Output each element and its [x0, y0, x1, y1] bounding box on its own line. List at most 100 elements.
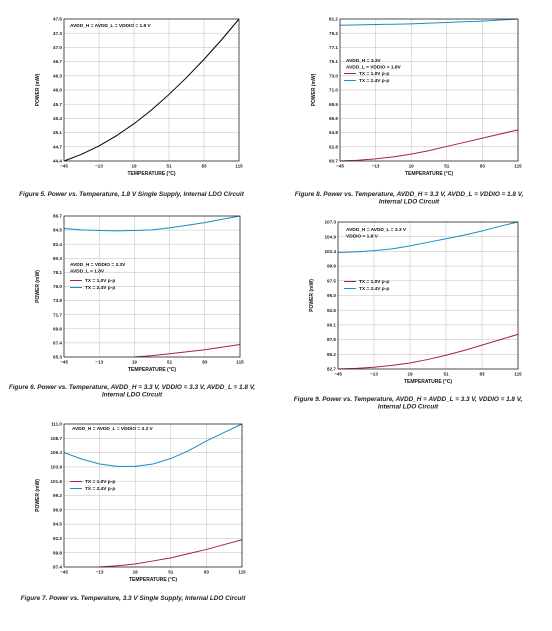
y-tick-label: 103.9: [51, 465, 63, 470]
series-line-2: [63, 423, 243, 467]
figure-caption: Figure 9. Power vs. Temperature, AVDD_H …: [294, 396, 523, 410]
series-line-2: [339, 18, 519, 26]
y-tick-label: 106.3: [51, 450, 63, 455]
y-tick-label: 89.8: [53, 550, 62, 555]
annotation-text: VDDIO = 1.8 V: [346, 234, 379, 240]
y-tick-label: 81.2: [329, 17, 338, 22]
y-tick-label: 47.6: [53, 17, 62, 22]
x-tick-label: 51: [443, 372, 449, 377]
legend-label: TX = 2.4V p-p: [359, 286, 389, 292]
annotation-text: AVDD_H = AVDD_L = 3.3 V: [346, 227, 407, 233]
y-tick-label: 73.8: [53, 298, 62, 303]
x-tick-label: −45: [60, 360, 68, 365]
y-tick-label: 82.7: [327, 367, 336, 372]
y-tick-label: 76.0: [53, 284, 62, 289]
y-tick-label: 45.7: [53, 102, 62, 107]
y-tick-label: 69.6: [53, 326, 62, 331]
y-tick-label: 44.7: [53, 144, 62, 149]
y-tick-label: 107.3: [325, 220, 337, 225]
legend: TX = 1.0V p-pTX = 2.4V p-p: [344, 279, 389, 292]
plot-frame: [339, 18, 519, 162]
x-tick-label: 115: [236, 360, 244, 365]
x-axis-label: TEMPERATURE (°C): [128, 367, 176, 373]
x-tick-label: 83: [479, 372, 485, 377]
series-line-1: [339, 129, 519, 162]
x-tick-label: 83: [201, 164, 207, 169]
y-tick-label: 102.4: [325, 249, 337, 254]
y-axis-label: POWER (mW): [309, 279, 315, 312]
y-tick-label: 77.1: [329, 45, 338, 50]
x-tick-label: 115: [235, 164, 243, 169]
plot-frame: [63, 18, 240, 162]
y-tick-label: 92.2: [53, 536, 62, 541]
legend-label: TX = 1.0V p-p: [359, 279, 389, 285]
x-tick-label: 51: [167, 360, 173, 365]
series-line-2: [63, 215, 241, 232]
y-axis-label: POWER (mW): [35, 270, 41, 303]
legend: TX = 1.0V p-pTX = 2.4V p-p: [70, 479, 115, 492]
annotation-text: AVDD_H = AVDD_L = VDDIO = 1.8 V: [70, 23, 152, 29]
y-tick-label: 47.0: [53, 45, 62, 50]
y-tick-label: 62.8: [329, 144, 338, 149]
series-line-1: [99, 539, 243, 568]
annotation-text: AVDD_H = 3.3V: [346, 58, 382, 64]
x-tick-label: −45: [60, 570, 68, 575]
y-axis-label: POWER (mW): [311, 73, 317, 106]
y-tick-label: 95.0: [327, 293, 336, 298]
x-tick-label: −13: [370, 372, 378, 377]
x-tick-label: 51: [166, 164, 172, 169]
legend: TX = 1.0V p-pTX = 2.4V p-p: [70, 278, 115, 291]
plot-frame: [63, 215, 241, 358]
y-axis-label: POWER (mW): [35, 73, 41, 106]
y-tick-label: 46.0: [53, 88, 62, 93]
x-tick-label: 19: [133, 570, 139, 575]
annotation-text: AVDD_L = VDDIO = 1.8V: [346, 65, 402, 71]
y-tick-label: 68.9: [329, 102, 338, 107]
x-axis-label: TEMPERATURE (°C): [129, 577, 177, 583]
x-tick-label: 19: [131, 164, 137, 169]
x-tick-label: −45: [336, 164, 344, 169]
x-tick-label: 83: [202, 360, 208, 365]
y-tick-label: 87.6: [327, 337, 336, 342]
x-tick-label: 115: [514, 164, 522, 169]
y-tick-label: 94.5: [53, 522, 62, 527]
figure-caption: Figure 8. Power vs. Temperature, AVDD_H …: [295, 191, 524, 205]
x-axis-label: TEMPERATURE (°C): [127, 171, 175, 177]
legend-label: TX = 1.0V p-p: [85, 278, 115, 284]
y-tick-label: 78.1: [53, 270, 62, 275]
y-tick-label: 44.4: [53, 159, 62, 164]
x-tick-label: −45: [60, 164, 68, 169]
x-axis-label: TEMPERATURE (°C): [405, 171, 453, 177]
y-tick-label: 97.5: [327, 278, 336, 283]
series-line-1: [337, 333, 519, 370]
y-tick-label: 90.1: [327, 323, 336, 328]
y-axis-label: POWER (mW): [35, 479, 41, 512]
y-tick-label: 46.3: [53, 73, 62, 78]
y-tick-label: 60.7: [329, 159, 338, 164]
x-tick-label: 83: [480, 164, 486, 169]
y-tick-label: 67.4: [53, 341, 62, 346]
y-tick-label: 46.7: [53, 59, 62, 64]
legend-label: TX = 1.0V p-p: [359, 71, 389, 77]
x-tick-label: 51: [168, 570, 174, 575]
y-tick-label: 79.2: [329, 31, 338, 36]
x-tick-label: 83: [204, 570, 210, 575]
x-tick-label: −13: [372, 164, 380, 169]
annotation-text: AVDD_H = AVDD_L = VDDIO = 3.3 V: [72, 426, 154, 432]
series-line-1: [134, 343, 241, 358]
annotation-text: AVDD_H = VDDIO = 3.3V: [70, 262, 126, 268]
y-tick-label: 73.0: [329, 73, 338, 78]
legend-label: TX = 2.4V p-p: [85, 486, 115, 492]
figure-caption: Figure 7. Power vs. Temperature, 3.3 V S…: [21, 595, 247, 602]
x-tick-label: 19: [407, 372, 413, 377]
y-tick-label: 85.2: [327, 352, 336, 357]
figure-caption: Figure 5. Power vs. Temperature, 1.8 V S…: [19, 191, 245, 198]
y-tick-label: 99.9: [327, 264, 336, 269]
y-tick-label: 99.2: [53, 493, 62, 498]
